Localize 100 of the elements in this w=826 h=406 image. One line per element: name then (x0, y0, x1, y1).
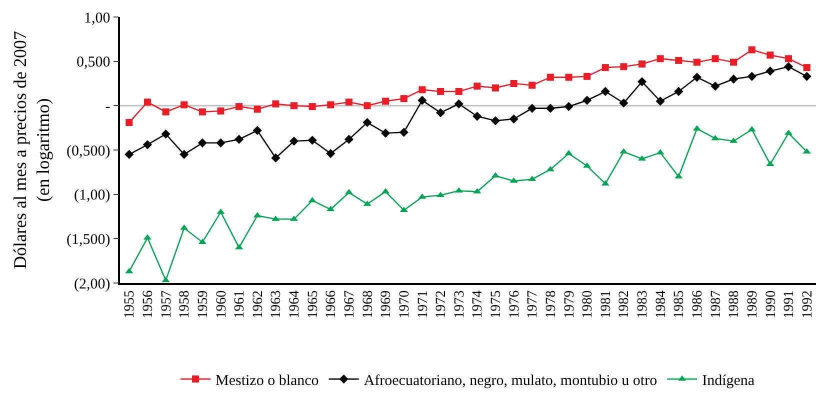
point (509, 114, 518, 124)
x-tick-label: 1992 (800, 290, 816, 318)
point (712, 55, 719, 62)
x-tick-label: 1982 (617, 290, 632, 318)
x-tick-label: 1961 (232, 290, 248, 318)
point (748, 46, 756, 54)
point (162, 276, 170, 282)
x-tick-label: 1979 (562, 290, 578, 318)
point (418, 86, 426, 94)
point (126, 119, 133, 126)
point (747, 72, 756, 81)
point (400, 206, 408, 212)
x-tick-label: 1966 (324, 290, 340, 318)
x-tick-label: 1988 (727, 290, 742, 318)
point (528, 104, 537, 113)
x-tick-label: 1978 (544, 290, 559, 318)
point (217, 107, 224, 114)
point (638, 60, 646, 68)
point (784, 62, 794, 72)
x-tick-label: 1977 (526, 290, 541, 318)
point (252, 126, 262, 136)
point (437, 88, 444, 95)
x-tick-label: 1973 (452, 290, 468, 318)
x-tick-label: 1984 (654, 290, 669, 318)
point (583, 162, 592, 168)
point (546, 104, 555, 113)
x-tick-label: 1959 (196, 290, 211, 318)
point (474, 82, 481, 90)
point (418, 96, 427, 105)
y-tick-label: 1,00 (84, 10, 110, 26)
x-tick-label: 1983 (636, 290, 651, 318)
x-tick-label: 1991 (782, 290, 798, 318)
point (289, 136, 299, 146)
point (528, 176, 536, 182)
y-tick-label: (0,500) (66, 143, 110, 160)
point (327, 101, 334, 108)
x-tick-label: 1974 (470, 290, 486, 318)
y-tick-label: 0,500 (76, 54, 110, 71)
point (693, 58, 700, 66)
x-tick-label: 1986 (690, 290, 706, 318)
x-tick-label: 1990 (764, 290, 779, 318)
x-tick-label: 1970 (397, 290, 412, 318)
point (492, 84, 499, 92)
point (271, 153, 280, 163)
point (272, 100, 280, 108)
point (236, 103, 243, 110)
point (802, 148, 811, 154)
point (198, 108, 206, 116)
x-tick-label: 1955 (122, 290, 138, 318)
point (620, 148, 628, 154)
y-tick-label: - (105, 98, 110, 115)
point (564, 102, 574, 112)
point (162, 108, 170, 116)
point (528, 82, 536, 89)
x-tick-label: 1963 (269, 290, 284, 318)
x-tick-label: 1965 (306, 290, 321, 318)
x-tick-label: 1969 (379, 290, 394, 318)
x-tick-label: 1981 (598, 290, 614, 318)
x-tick-label: 1972 (434, 290, 450, 318)
x-tick-label: 1971 (416, 290, 431, 318)
point (619, 98, 628, 108)
point (161, 129, 170, 139)
point (602, 64, 609, 72)
point (124, 150, 134, 159)
point (710, 82, 720, 91)
point (400, 95, 408, 102)
x-tick-label: 1985 (672, 290, 688, 318)
point (692, 72, 702, 82)
point (418, 193, 426, 199)
point (436, 108, 446, 118)
point (620, 63, 628, 70)
point (198, 138, 207, 148)
point (766, 52, 774, 59)
point (472, 112, 482, 121)
legend-label: Mestizo o blanco (216, 372, 319, 389)
point (565, 74, 572, 81)
legend-label: Indígena (702, 372, 755, 389)
y-tick-label: (1,500) (66, 232, 110, 248)
point (766, 66, 775, 76)
point (308, 103, 316, 110)
x-tick-label: 1967 (342, 290, 358, 318)
point (711, 134, 720, 140)
point (584, 72, 591, 80)
point (180, 101, 188, 108)
point (382, 98, 390, 105)
point (180, 150, 189, 159)
point (637, 77, 647, 86)
point (600, 86, 610, 96)
x-tick-label: 1980 (580, 290, 596, 318)
point (803, 64, 810, 72)
x-tick-label: 1964 (288, 290, 303, 318)
point (675, 56, 682, 64)
point (546, 74, 554, 81)
x-tick-label: 1957 (159, 290, 174, 318)
x-tick-label: 1968 (360, 290, 376, 318)
point (254, 106, 261, 113)
point (490, 116, 500, 126)
legend-label: Afroecuatoriano, negro, mulato, montubio u otro (364, 372, 658, 389)
point (362, 118, 372, 128)
point (785, 55, 792, 62)
